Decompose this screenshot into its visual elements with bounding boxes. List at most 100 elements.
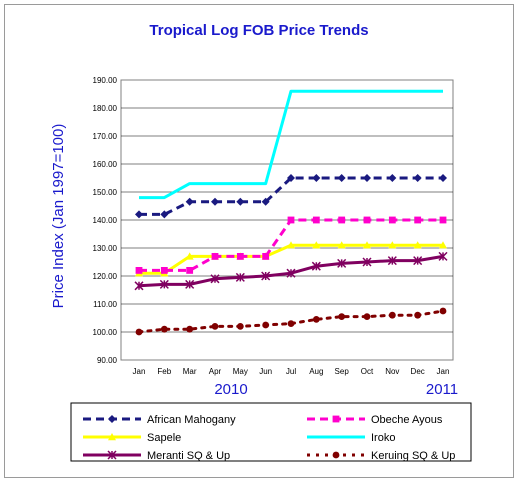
data-point (362, 257, 372, 267)
data-point (186, 325, 194, 333)
data-point (363, 241, 371, 249)
x-tick-label: Jan (133, 367, 146, 376)
y-tick-label: 130.00 (93, 244, 118, 253)
data-point (236, 253, 244, 260)
x-tick-label: Apr (209, 367, 222, 376)
data-point (262, 253, 270, 260)
data-point (363, 174, 371, 182)
legend-label: Sapele (147, 432, 181, 444)
series-lines (134, 89, 448, 336)
legend: African Mahogany Obeche Ayous Sapele Iroko M… (83, 414, 455, 462)
legend-item: African Mahogany (83, 414, 236, 426)
x-tick-label: Sep (335, 367, 350, 376)
legend-item: Keruing SQ & Up (307, 450, 455, 462)
data-point (211, 323, 219, 330)
x-tick-label: Mar (183, 367, 197, 376)
data-point (413, 241, 422, 249)
legend-box (70, 402, 472, 462)
data-point (312, 316, 320, 323)
data-point (312, 216, 320, 224)
data-point (287, 174, 295, 182)
y-tick-label: 170.00 (93, 132, 118, 141)
data-point (363, 313, 371, 320)
x-tick-label: Oct (361, 367, 374, 376)
data-point (211, 197, 219, 206)
legend-item: Iroko (307, 432, 395, 444)
legend-item: Sapele (83, 432, 181, 444)
data-point (439, 216, 447, 224)
series-keruing-sq-up (135, 307, 447, 336)
x-tick-label: Jan (437, 367, 450, 376)
year-label-2010: 2010 (214, 381, 247, 398)
series-line (139, 89, 443, 200)
y-tick-label: 140.00 (93, 216, 118, 225)
y-axis-label: Price Index (Jan 1997=100) (50, 124, 67, 309)
y-tick-label: 120.00 (93, 272, 118, 281)
x-tick-label: Aug (309, 367, 323, 376)
chart-frame: Tropical Log FOB Price Trends Price Inde… (4, 4, 514, 478)
data-point (312, 174, 321, 182)
data-point (160, 267, 168, 274)
legend-label: African Mahogany (147, 414, 236, 426)
data-point (261, 197, 270, 206)
legend-label: Keruing SQ & Up (371, 450, 455, 462)
y-tick-label: 90.00 (97, 356, 118, 365)
data-point (211, 253, 219, 260)
data-point (311, 261, 321, 271)
legend-label: Obeche Ayous (371, 414, 443, 426)
data-point (262, 321, 270, 329)
data-point (185, 252, 194, 260)
data-point (414, 216, 422, 224)
data-point (135, 328, 143, 336)
data-point (338, 313, 346, 320)
data-point (388, 216, 396, 224)
data-point (236, 323, 244, 330)
data-point (236, 197, 245, 206)
x-tick-label: Dec (411, 367, 425, 376)
data-point (337, 258, 347, 268)
data-point (332, 415, 340, 423)
data-point (108, 433, 116, 441)
data-point (387, 256, 397, 266)
x-tick-label: May (233, 367, 248, 376)
series-meranti-sq-up (134, 251, 448, 291)
data-point (439, 307, 447, 315)
data-point (338, 216, 346, 224)
data-point (235, 272, 245, 282)
data-point (337, 241, 346, 249)
x-tick-label: Feb (157, 367, 171, 376)
x-tick-label: Jun (259, 367, 272, 376)
year-label-2011: 2011 (426, 381, 458, 398)
y-tick-label: 190.00 (93, 76, 118, 85)
data-point (135, 267, 143, 274)
data-point (332, 451, 340, 459)
series-iroko (139, 89, 443, 200)
series-obeche-ayous (135, 216, 447, 274)
legend-label: Meranti SQ & Up (147, 450, 230, 462)
data-point (186, 267, 194, 274)
data-point (160, 325, 168, 333)
data-point (135, 210, 143, 219)
data-point (286, 268, 296, 278)
data-point (287, 216, 295, 224)
x-tick-label: Nov (385, 367, 399, 376)
data-point (388, 241, 397, 249)
data-point (439, 241, 447, 249)
data-point (134, 281, 144, 291)
chart: Tropical Log FOB Price Trends Price Inde… (50, 22, 472, 462)
data-point (337, 174, 346, 182)
data-point (261, 271, 271, 281)
data-point (107, 450, 117, 460)
data-point (413, 256, 423, 266)
data-point (312, 241, 321, 249)
data-point (287, 241, 295, 249)
y-tick-label: 180.00 (93, 104, 118, 113)
legend-label: Iroko (371, 432, 395, 444)
data-point (363, 216, 371, 224)
data-point (159, 279, 169, 289)
y-tick-labels: 90.00 100.00 110.00 120.00 130.00 140.00 150.0… (93, 76, 118, 365)
data-point (185, 279, 195, 289)
data-point (185, 197, 194, 206)
data-point (438, 251, 448, 261)
data-point (388, 174, 397, 182)
